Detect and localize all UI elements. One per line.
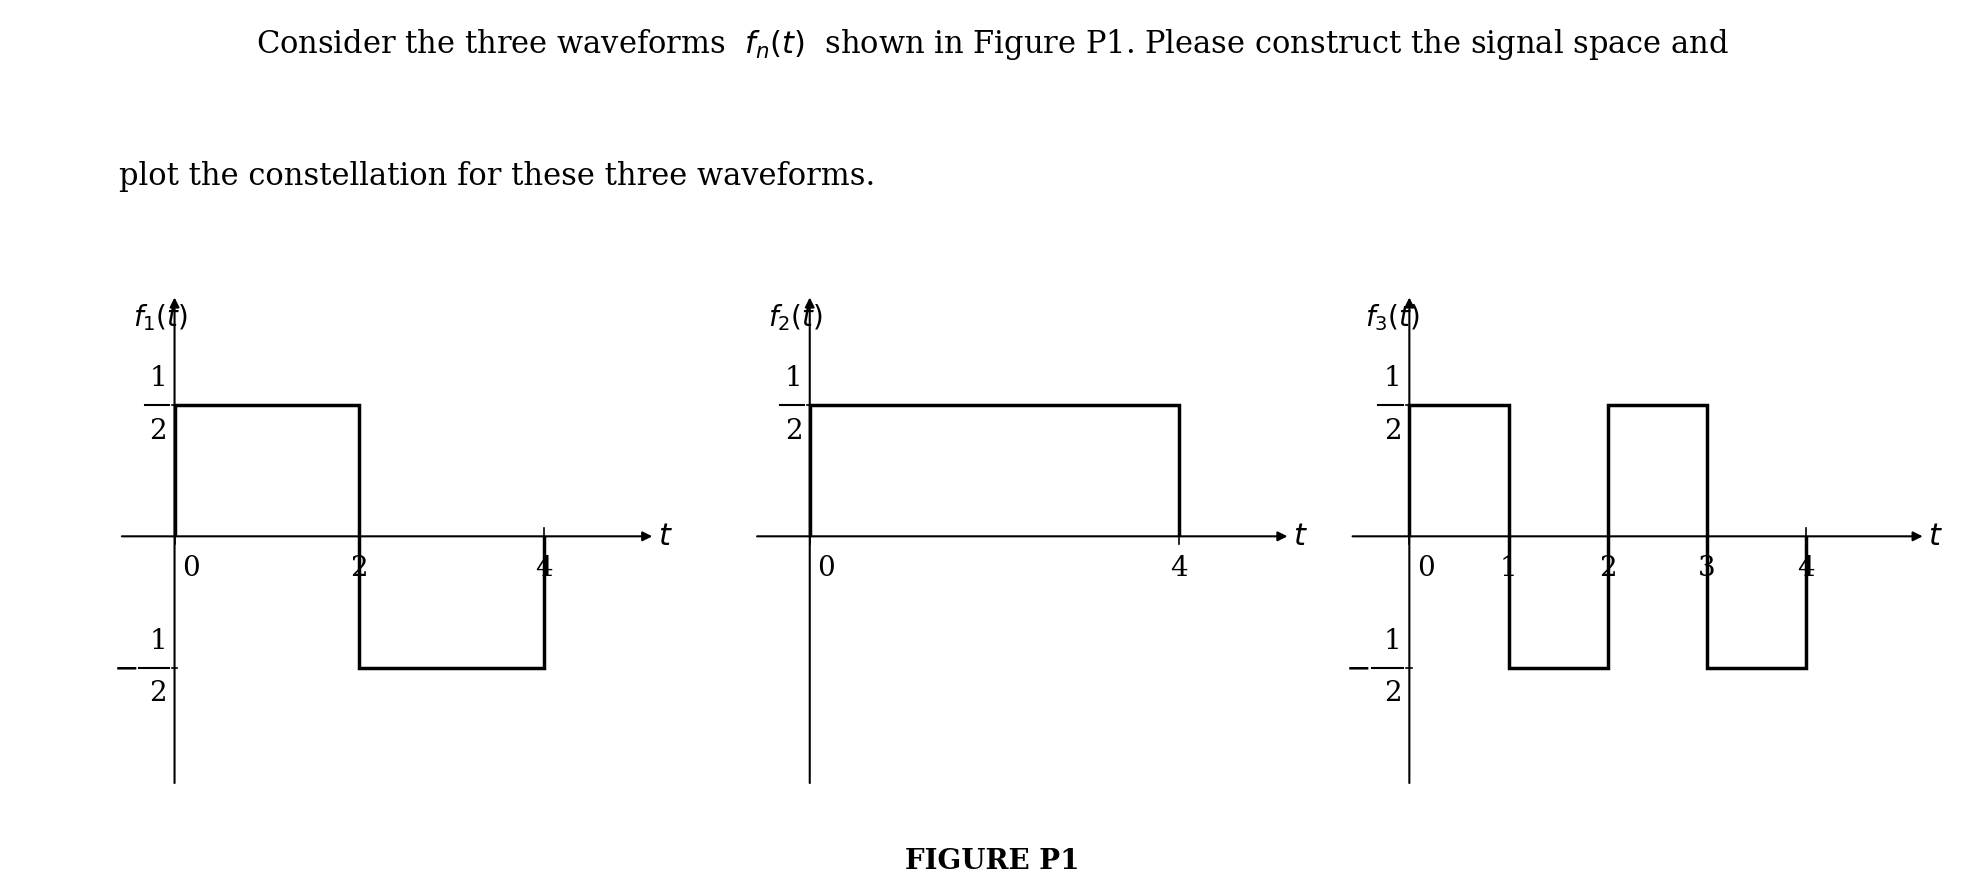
Text: FIGURE P1: FIGURE P1: [905, 848, 1080, 875]
Text: $t$: $t$: [657, 521, 673, 552]
Text: $t$: $t$: [1292, 521, 1308, 552]
Text: $f_3(t)$: $f_3(t)$: [1366, 302, 1419, 333]
Text: 4: 4: [1798, 555, 1814, 581]
Text: 2: 2: [351, 555, 367, 581]
Text: 4: 4: [1171, 555, 1189, 581]
Text: 0: 0: [183, 555, 200, 581]
Text: $t$: $t$: [1929, 521, 1943, 552]
Text: 4: 4: [536, 555, 554, 581]
Text: 1: 1: [149, 365, 167, 392]
Text: 0: 0: [818, 555, 836, 581]
Text: 1: 1: [1384, 628, 1401, 655]
Text: 2: 2: [149, 418, 167, 445]
Text: 3: 3: [1699, 555, 1715, 581]
Text: 2: 2: [1384, 680, 1401, 707]
Text: 2: 2: [149, 680, 167, 707]
Text: 1: 1: [149, 628, 167, 655]
Text: 1: 1: [1501, 555, 1517, 581]
Text: $-$: $-$: [113, 652, 137, 683]
Text: 1: 1: [1384, 365, 1401, 392]
Text: 2: 2: [784, 418, 802, 445]
Text: 1: 1: [784, 365, 802, 392]
Text: Consider the three waveforms  $f_n(t)$  shown in Figure P1. Please construct the: Consider the three waveforms $f_n(t)$ sh…: [256, 27, 1729, 62]
Text: $-$: $-$: [1346, 652, 1370, 683]
Text: plot the constellation for these three waveforms.: plot the constellation for these three w…: [119, 161, 875, 192]
Text: 0: 0: [1417, 555, 1435, 581]
Text: $f_1(t)$: $f_1(t)$: [133, 302, 189, 333]
Text: $f_2(t)$: $f_2(t)$: [768, 302, 824, 333]
Text: 2: 2: [1384, 418, 1401, 445]
Text: 2: 2: [1600, 555, 1616, 581]
